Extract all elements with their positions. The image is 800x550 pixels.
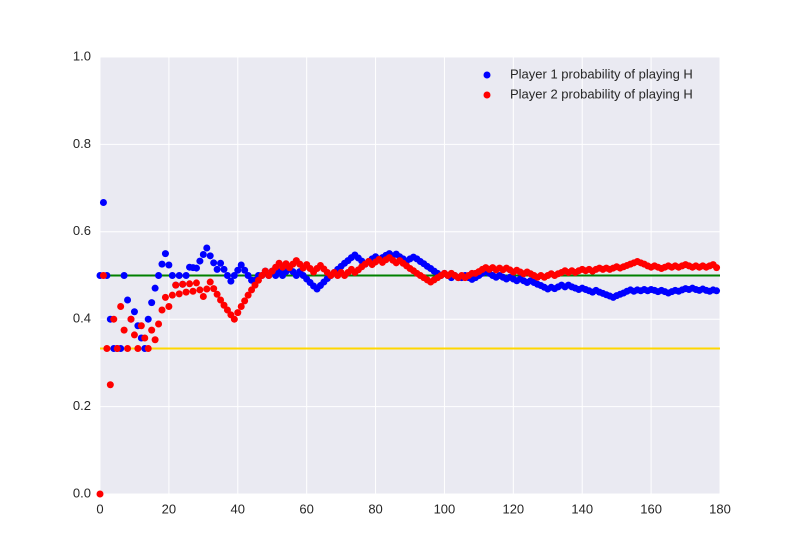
y-tick-label: 0.0 [73, 485, 91, 500]
x-tick-label: 180 [709, 501, 731, 516]
y-tick-label: 0.2 [73, 398, 91, 413]
data-point [230, 315, 238, 323]
data-point [196, 257, 204, 265]
data-point [199, 292, 207, 300]
data-point [213, 290, 221, 298]
data-point [234, 309, 242, 317]
data-point [182, 288, 190, 296]
data-point [103, 344, 111, 352]
data-point [230, 272, 238, 279]
data-point [192, 279, 200, 287]
data-point [182, 272, 190, 279]
data-point [161, 293, 169, 301]
data-point [144, 315, 152, 323]
data-point [127, 315, 135, 323]
data-point [106, 381, 114, 389]
data-point [99, 272, 107, 279]
data-point [206, 278, 214, 286]
y-tick-label: 0.8 [73, 136, 91, 151]
data-point [196, 286, 204, 294]
x-tick-label: 120 [502, 501, 524, 516]
x-tick-label: 160 [640, 501, 662, 516]
data-point [175, 272, 183, 279]
data-point [213, 265, 221, 273]
data-point [158, 306, 166, 314]
data-point [124, 344, 132, 352]
data-point [172, 281, 180, 289]
data-point [99, 199, 107, 207]
data-point [155, 272, 163, 279]
data-point [210, 285, 218, 293]
x-tick-label: 0 [96, 501, 103, 516]
x-tick-label: 100 [434, 501, 456, 516]
data-point [217, 296, 225, 304]
x-tick-label: 140 [571, 501, 593, 516]
data-point [192, 264, 200, 272]
data-point [189, 287, 197, 295]
data-point [134, 344, 142, 352]
data-point [168, 291, 176, 299]
x-tick-label: 20 [162, 501, 176, 516]
data-point [234, 266, 242, 274]
data-point [227, 277, 235, 285]
y-tick-label: 1.0 [73, 48, 91, 63]
data-point [124, 296, 132, 304]
data-point [713, 287, 721, 295]
data-point [241, 297, 249, 305]
legend-marker [483, 91, 491, 99]
data-point [96, 490, 104, 498]
data-point [220, 265, 228, 273]
data-point [210, 259, 218, 267]
data-point [117, 303, 125, 311]
legend-label: Player 2 probability of playing H [510, 86, 693, 101]
data-point [179, 280, 187, 288]
data-point [186, 280, 194, 288]
data-point [237, 261, 245, 269]
data-point [161, 250, 169, 258]
x-tick-label: 40 [231, 501, 245, 516]
data-point [130, 331, 138, 339]
data-point [199, 251, 207, 259]
data-point [203, 285, 211, 293]
data-point [165, 261, 173, 269]
data-point [151, 336, 159, 344]
data-point [206, 252, 214, 260]
data-point [158, 260, 166, 268]
data-point [241, 266, 249, 274]
data-point [237, 303, 245, 311]
data-point [203, 244, 211, 252]
data-point [137, 322, 145, 330]
x-tick-label: 80 [368, 501, 382, 516]
data-point [155, 320, 163, 328]
data-point [244, 291, 252, 299]
data-point [165, 303, 173, 311]
data-point [144, 344, 152, 352]
data-point [223, 272, 231, 279]
data-point [110, 315, 118, 323]
data-point [217, 259, 225, 267]
data-point [113, 344, 121, 352]
data-point [120, 326, 128, 334]
data-point [148, 299, 156, 307]
data-point [120, 272, 128, 279]
data-point [130, 308, 138, 316]
data-point [151, 284, 159, 292]
y-tick-label: 0.6 [73, 223, 91, 238]
data-point [175, 290, 183, 298]
data-point [141, 334, 149, 342]
legend-label: Player 1 probability of playing H [510, 66, 693, 81]
data-point [713, 264, 721, 272]
data-point [148, 326, 156, 334]
data-point [168, 272, 176, 279]
x-tick-label: 60 [299, 501, 313, 516]
legend-marker [483, 71, 491, 79]
y-tick-label: 0.4 [73, 311, 91, 326]
